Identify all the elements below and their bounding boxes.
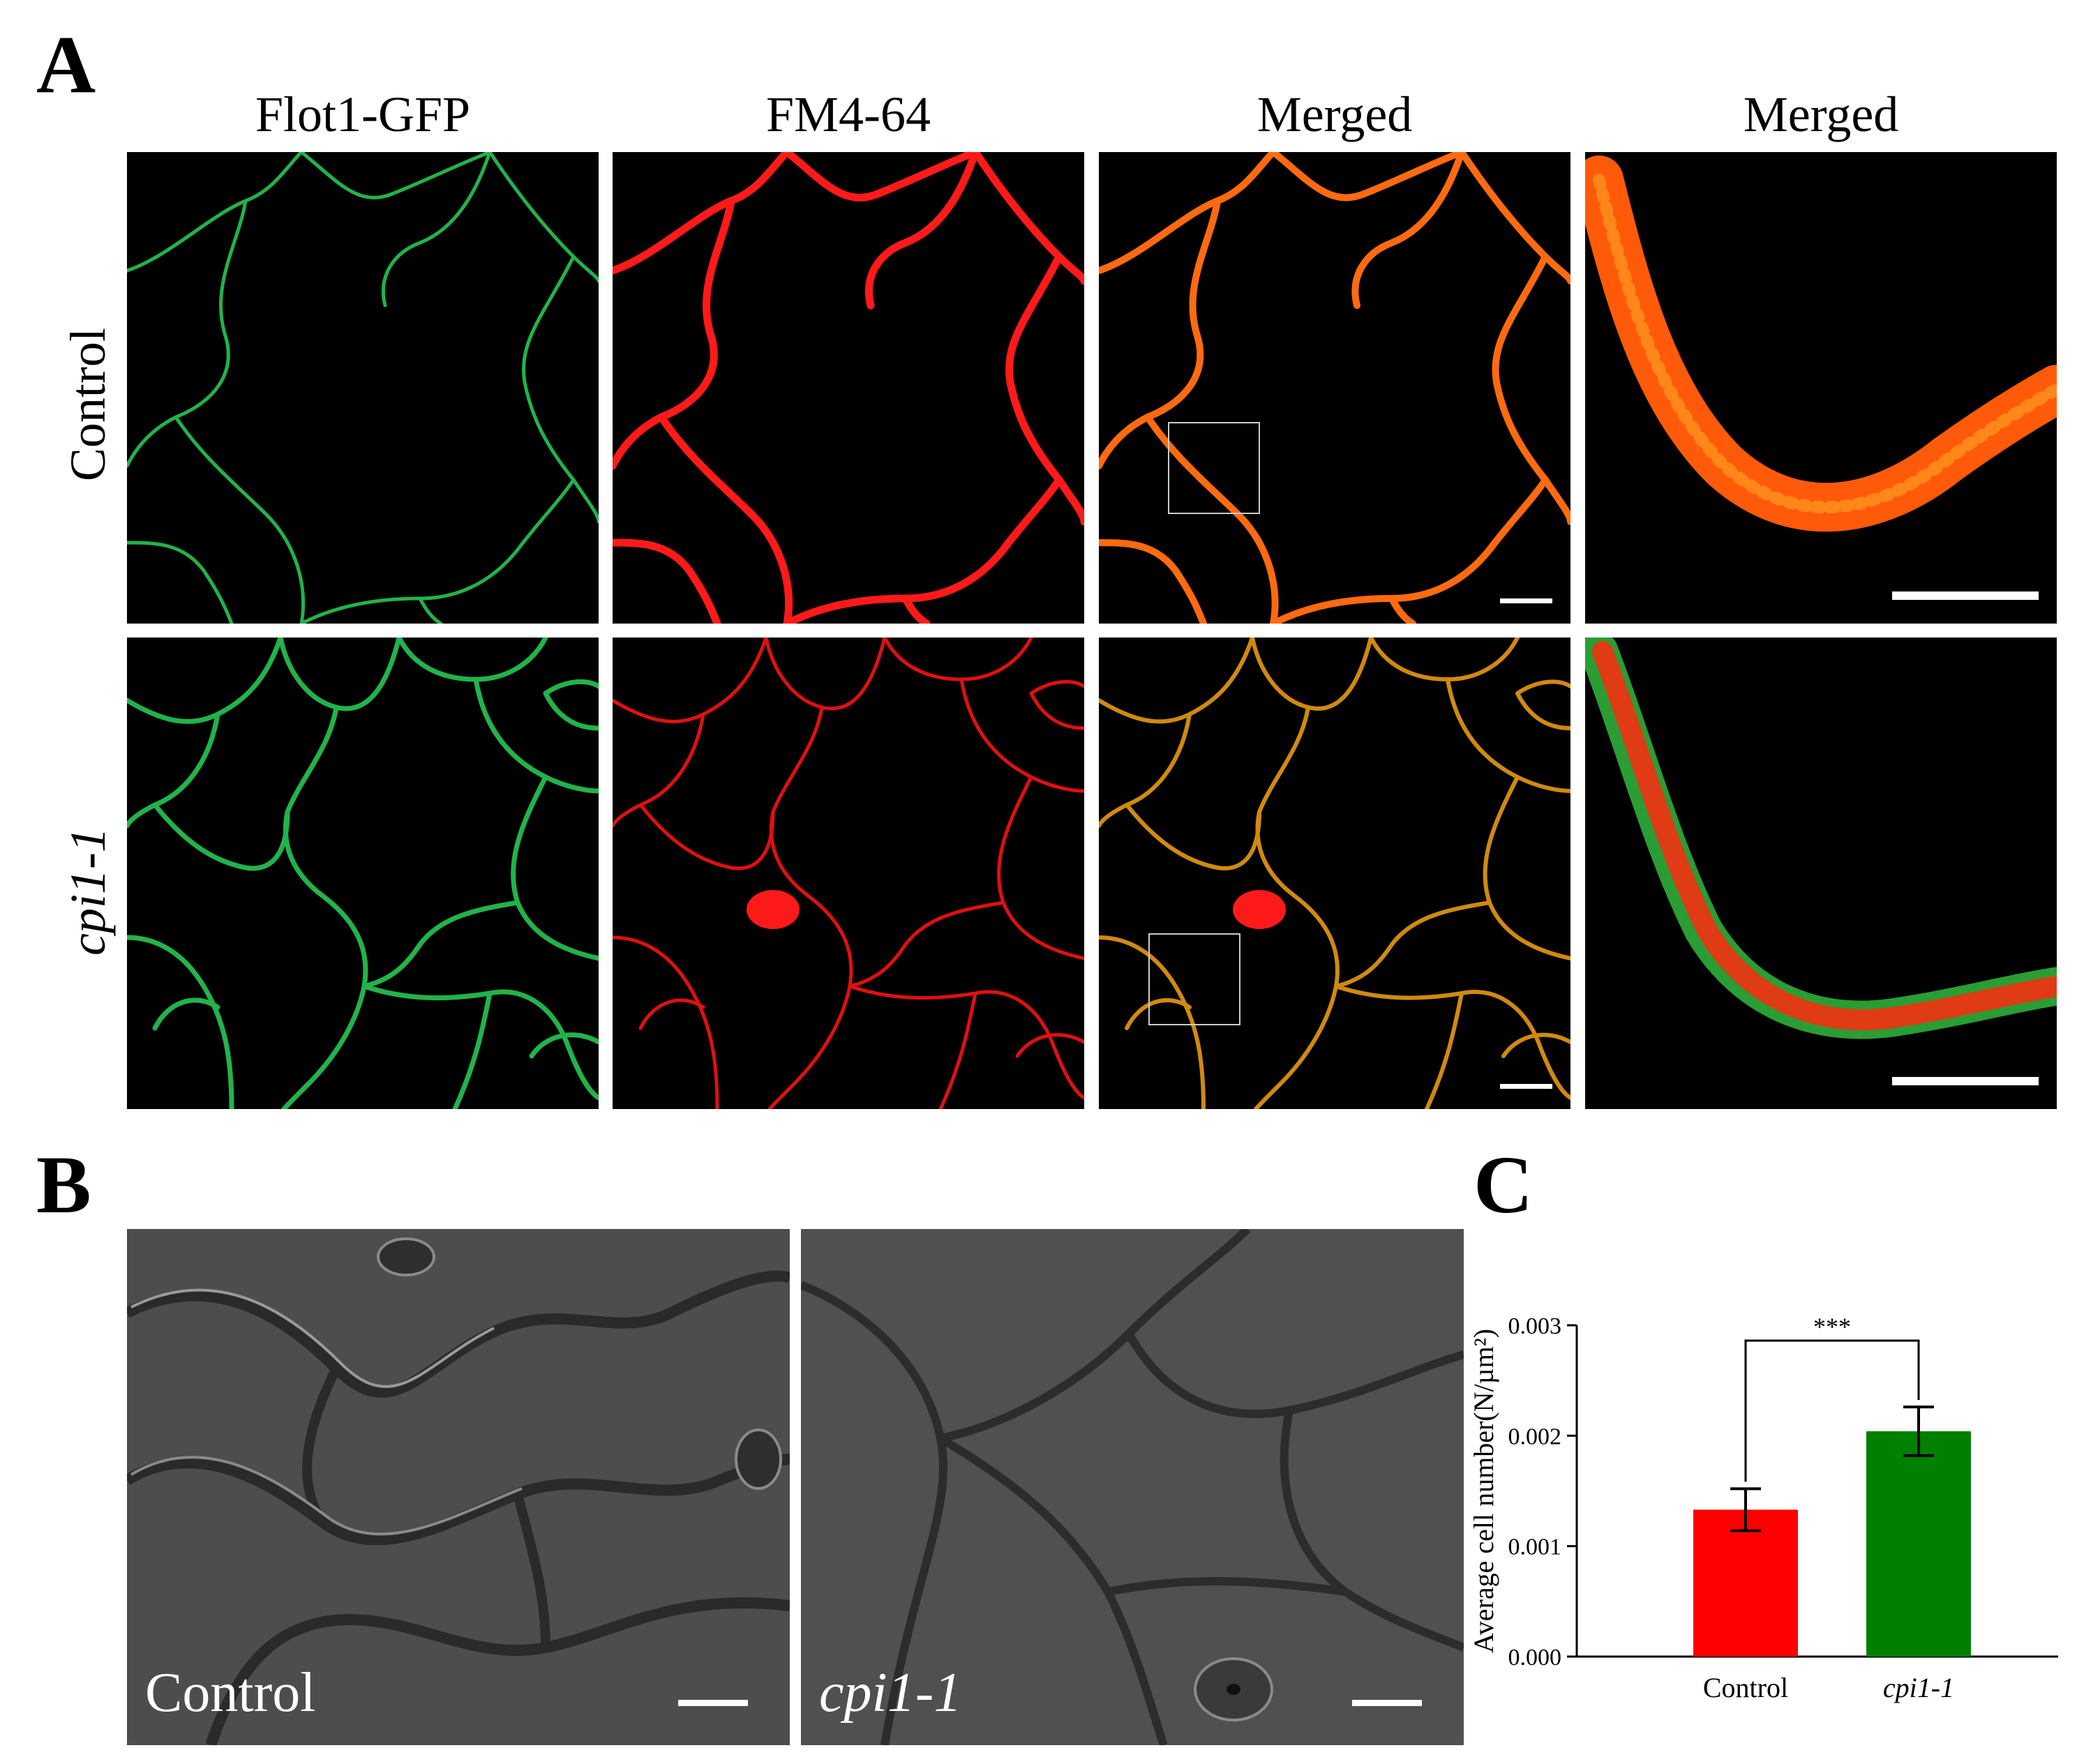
zoom-region-box bbox=[1168, 422, 1260, 514]
scale-bar bbox=[1500, 598, 1552, 603]
sem-image-control: Control bbox=[127, 1229, 790, 1745]
zoom-region-box bbox=[1148, 933, 1240, 1025]
scale-bar bbox=[1892, 1077, 2039, 1085]
sem-image-mutant: cpi1-1 bbox=[801, 1229, 1464, 1745]
sem-label-cpi1-1: cpi1-1 bbox=[819, 1662, 962, 1724]
x-tick-label: Control bbox=[1703, 1672, 1788, 1703]
y-axis-label: Average cell number(N/µm²) bbox=[1468, 1329, 1499, 1653]
bar-cpi1-1 bbox=[1866, 1431, 1971, 1657]
micrograph-control-gfp bbox=[127, 152, 599, 624]
row-label-control: Control bbox=[60, 327, 116, 481]
bar-chart: 0.000 0.001 0.002 0.003 Average cell number(… bbox=[1468, 1313, 2058, 1703]
panel-letter-c: C bbox=[1474, 1139, 1534, 1230]
column-header-fm4-64: FM4-64 bbox=[765, 86, 931, 142]
y-tick-label: 0.001 bbox=[1508, 1535, 1562, 1560]
micrograph-mutant-merged bbox=[1099, 638, 1570, 1109]
micrograph-mutant-merged-zoom bbox=[1585, 638, 2057, 1109]
micrograph-mutant-gfp bbox=[127, 638, 599, 1109]
sem-label-control: Control bbox=[145, 1662, 316, 1724]
bar-control bbox=[1693, 1509, 1798, 1657]
scale-bar bbox=[1500, 1084, 1552, 1089]
x-tick-label: cpi1-1 bbox=[1883, 1672, 1954, 1703]
scale-bar bbox=[1892, 591, 2039, 600]
y-tick-label: 0.000 bbox=[1508, 1645, 1562, 1671]
scale-bar bbox=[678, 1700, 748, 1706]
micrograph-mutant-fm4-64 bbox=[613, 638, 1084, 1109]
y-tick-label: 0.003 bbox=[1508, 1313, 1562, 1339]
significance-label: *** bbox=[1813, 1313, 1851, 1341]
column-header-merged: Merged bbox=[1257, 86, 1413, 142]
panel-letter-b: B bbox=[36, 1139, 91, 1230]
significance-bracket bbox=[1744, 1339, 1920, 1482]
row-label-cpi1-1: cpi1-1 bbox=[60, 827, 116, 956]
micrograph-control-fm4-64 bbox=[613, 152, 1084, 624]
panel-letter-a: A bbox=[36, 19, 96, 110]
column-header-merged-zoom: Merged bbox=[1743, 86, 1899, 142]
y-tick-label: 0.002 bbox=[1508, 1424, 1562, 1449]
column-header-flot1-gfp: Flot1-GFP bbox=[255, 86, 471, 142]
scale-bar bbox=[1352, 1700, 1422, 1706]
micrograph-control-merged-zoom bbox=[1585, 152, 2057, 624]
micrograph-control-merged bbox=[1099, 152, 1570, 624]
